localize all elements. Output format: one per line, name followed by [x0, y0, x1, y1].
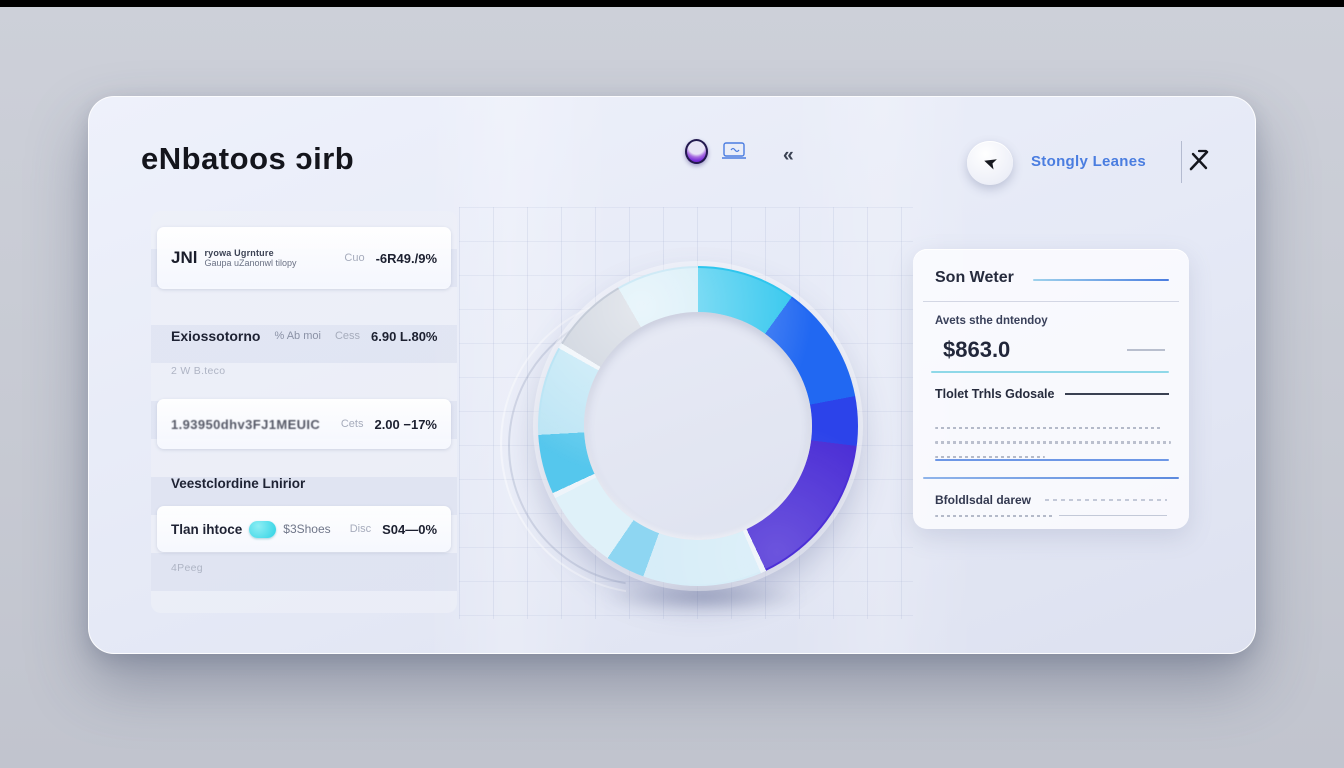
donut-chart: [500, 266, 858, 594]
amount-label: Avets sthe dntendoy: [935, 315, 1048, 327]
teal-underline: [931, 371, 1169, 373]
blue-progress-line: [1033, 279, 1169, 281]
fineprint-line: [935, 427, 1163, 429]
row-title: Tlan ihtoce: [171, 521, 243, 537]
metric-value: -6R49./9%: [375, 250, 437, 266]
device-icon[interactable]: [721, 141, 747, 168]
header-divider: [1181, 141, 1182, 183]
footer-title: Bfoldlsdal darew: [935, 493, 1032, 507]
cyan-chip-icon: [249, 520, 277, 538]
list-item[interactable]: JNl ryowa Ugrnture Gaupa uZanonwl tilopy…: [157, 227, 451, 289]
row-title: ryowa Ugrnture: [204, 248, 274, 258]
metric-value: 2.00 −17%: [374, 416, 437, 432]
trend-link[interactable]: Stongly Leanes: [1031, 153, 1147, 170]
row-note: 4Peeg: [171, 562, 203, 574]
row-suffix: % Ab moi: [274, 330, 321, 342]
totals-title: Tlolet Trhls Gdosale: [935, 387, 1055, 401]
row-badge: JNl: [171, 248, 198, 267]
row-subtitle: Gaupa uZanonwl tilopy: [204, 258, 297, 268]
dashboard-card: eNbatoos ɔirb ‹‹ ➤ Stongly Leanes JNl ry…: [88, 96, 1256, 654]
list-item[interactable]: 1.93950dhv3FJ1MEUIC Cets 2.00 −17%: [157, 399, 451, 449]
app-logo: eNbatoos ɔirb: [141, 141, 355, 176]
list-item[interactable]: Exiossotorno % Ab moi Cess 6.90 L.80%: [157, 313, 451, 359]
row-note: 2 W B.teco: [171, 365, 226, 377]
section-heading: Veestclordine Lnirior: [171, 475, 306, 491]
pointer-icon: ➤: [980, 151, 1000, 174]
dashed-line: [1045, 499, 1167, 501]
row-title: Exiossotorno: [171, 328, 261, 344]
fineprint-line: [935, 456, 1045, 458]
metric-label: Cets: [340, 418, 364, 430]
crossed-tool-icon[interactable]: [1185, 147, 1213, 180]
row-suffix: $3Shoes: [283, 522, 331, 536]
chevron-left-icon[interactable]: ‹‹: [783, 145, 794, 166]
amount-value: $863.0: [943, 337, 1011, 362]
divider: [923, 301, 1179, 302]
row-title: 1.93950dhv3FJ1MEUIC: [171, 416, 321, 432]
fineprint-line: [935, 515, 1053, 517]
metric-label: Disc: [349, 523, 372, 535]
top-black-bar: [0, 0, 1344, 7]
donut-hole: [584, 312, 812, 540]
metric-value: 6.90 L.80%: [371, 328, 438, 344]
pointer-button[interactable]: ➤: [967, 141, 1013, 185]
metric-label: Cuo: [344, 252, 365, 264]
list-item[interactable]: Tlan ihtoce $3Shoes Disc S04—0%: [157, 506, 451, 552]
row-title-block: ryowa Ugrnture Gaupa uZanonwl tilopy: [204, 248, 296, 268]
metrics-panel: JNl ryowa Ugrnture Gaupa uZanonwl tilopy…: [151, 211, 457, 613]
summary-title: Son Weter: [935, 269, 1014, 286]
fineprint-blue-underline: [935, 459, 1169, 461]
metric-value: S04—0%: [382, 521, 437, 537]
orb-icon[interactable]: [685, 139, 708, 164]
summary-panel: Son Weter Avets sthe dntendoy $863.0 Tlo…: [913, 249, 1189, 529]
short-line: [1127, 349, 1165, 351]
dark-underline: [1065, 393, 1169, 395]
fineprint-line: [1059, 515, 1167, 516]
fineprint-line: [935, 441, 1171, 444]
metric-label: Cess: [334, 330, 360, 342]
blue-divider: [923, 477, 1179, 479]
